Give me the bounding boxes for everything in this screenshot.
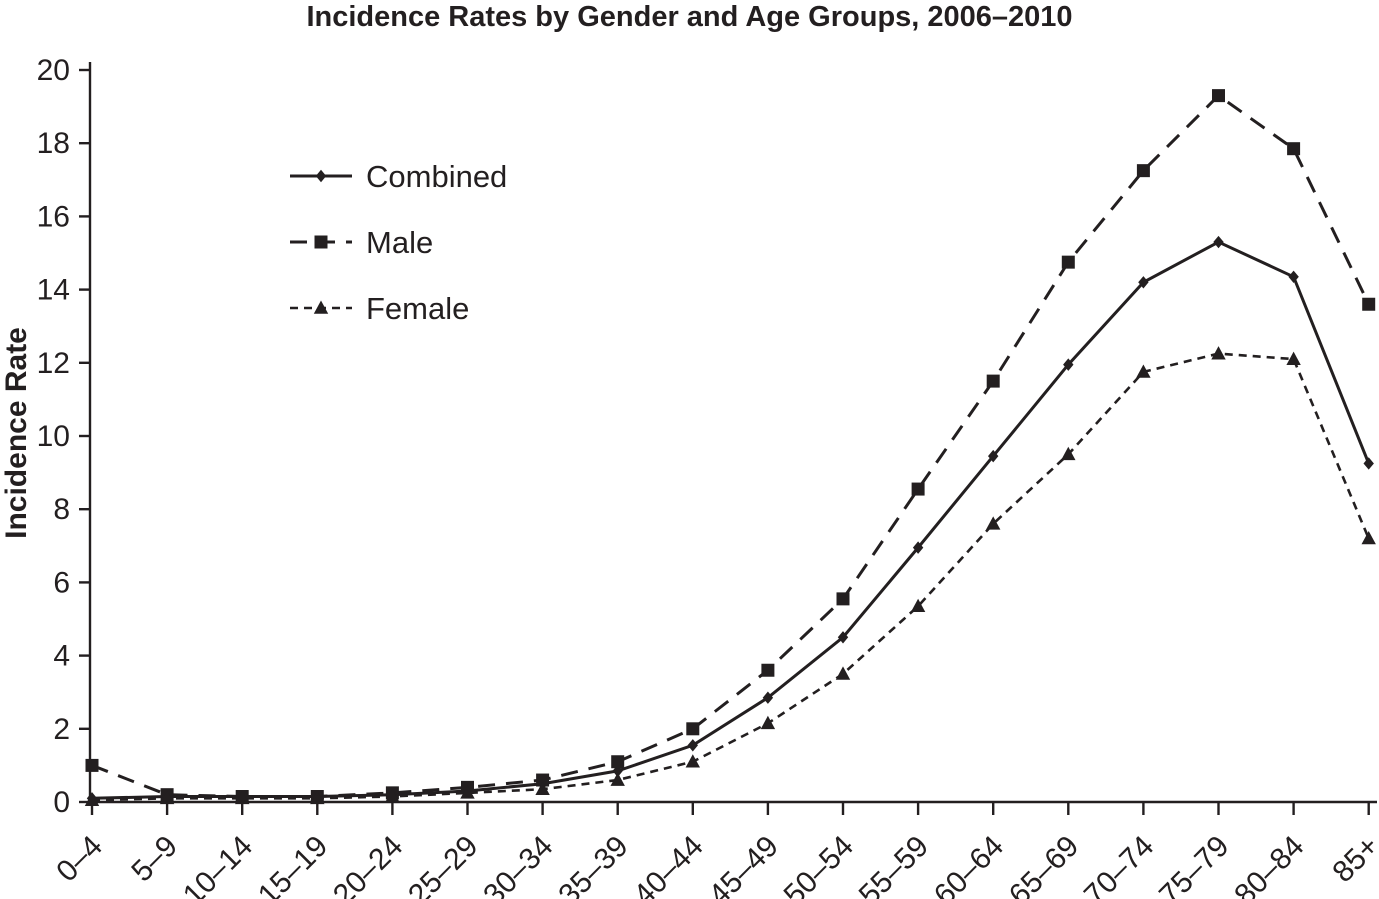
combined-point-11 bbox=[912, 541, 924, 554]
combined-point-7 bbox=[612, 764, 623, 778]
male-point-14 bbox=[1136, 164, 1150, 178]
male-point-12 bbox=[986, 374, 1000, 388]
female-point-1 bbox=[159, 790, 175, 805]
square-marker-icon bbox=[314, 235, 328, 249]
male-point-16 bbox=[1287, 142, 1301, 156]
combined-point-8 bbox=[687, 739, 698, 752]
combined-point-12 bbox=[988, 449, 999, 463]
diamond-marker-icon bbox=[315, 169, 327, 183]
x-tick-label: 85+ bbox=[1326, 830, 1379, 889]
x-axis-ticks: 0–4 5–910–1415–1920–2425–2930–3435–3940–4… bbox=[50, 802, 1379, 899]
female-point-5 bbox=[460, 785, 475, 799]
female-point-13 bbox=[1061, 446, 1076, 461]
x-tick-label: 10–14 bbox=[177, 830, 259, 899]
female-point-7 bbox=[610, 772, 625, 786]
combined-point-15 bbox=[1213, 235, 1224, 249]
female-point-4 bbox=[385, 789, 400, 803]
legend-item-combined: Combined bbox=[290, 159, 507, 194]
combined-point-14 bbox=[1138, 276, 1149, 289]
series-line-male bbox=[91, 93, 1371, 798]
male-point-10 bbox=[836, 592, 850, 606]
y-axis-ticks: 0 2 4 6 8 10 12 14 16 18 20 bbox=[37, 54, 90, 819]
legend-label: Male bbox=[366, 225, 433, 260]
male-point-17 bbox=[1362, 297, 1376, 311]
x-tick-label: 70–74 bbox=[1078, 830, 1160, 899]
x-tick-label: 5–9 bbox=[125, 830, 184, 889]
x-tick-label: 40–44 bbox=[627, 830, 709, 899]
triangle-marker-icon bbox=[313, 300, 329, 314]
legend-item-male: Male bbox=[290, 225, 433, 260]
x-tick-label: 20–24 bbox=[327, 830, 409, 899]
female-point-10 bbox=[835, 666, 851, 680]
x-tick-label: 60–64 bbox=[928, 830, 1010, 899]
female-point-9 bbox=[760, 715, 776, 730]
series-combined bbox=[86, 235, 1374, 805]
male-point-9 bbox=[761, 663, 775, 677]
female-point-8 bbox=[685, 754, 700, 768]
female-point-3 bbox=[310, 790, 325, 805]
male-point-7 bbox=[611, 755, 625, 769]
x-tick-label: 75–79 bbox=[1153, 830, 1235, 899]
male-point-13 bbox=[1061, 255, 1075, 269]
male-point-11 bbox=[911, 482, 925, 496]
series-male bbox=[85, 89, 1376, 804]
legend-label: Combined bbox=[366, 159, 507, 194]
combined-point-9 bbox=[762, 691, 774, 704]
male-point-15 bbox=[1212, 89, 1225, 103]
x-tick-label: 55–59 bbox=[853, 830, 935, 899]
y-tick-label: 20 bbox=[37, 54, 70, 87]
x-tick-label: 50–54 bbox=[778, 830, 860, 899]
male-point-0 bbox=[85, 758, 99, 772]
y-tick-label: 0 bbox=[53, 786, 70, 819]
x-tick-label: 30–34 bbox=[477, 830, 559, 899]
chart-title: Incidence Rates by Gender and Age Groups… bbox=[306, 1, 1073, 33]
y-tick-label: 12 bbox=[37, 347, 70, 380]
legend-item-female: Female bbox=[290, 291, 469, 326]
female-point-12 bbox=[986, 516, 1001, 530]
female-point-0 bbox=[84, 792, 100, 806]
x-tick-label: 80–84 bbox=[1228, 830, 1310, 899]
combined-point-13 bbox=[1063, 358, 1074, 371]
combined-point-17 bbox=[1363, 457, 1374, 470]
x-tick-label: 65–69 bbox=[1003, 830, 1085, 899]
y-tick-label: 2 bbox=[53, 713, 70, 746]
x-tick-label: 0–4 bbox=[50, 830, 109, 889]
series-line-female bbox=[91, 352, 1370, 802]
female-point-15 bbox=[1211, 346, 1226, 360]
y-tick-label: 16 bbox=[37, 200, 70, 233]
series-female bbox=[84, 346, 1376, 806]
y-tick-label: 10 bbox=[37, 420, 70, 453]
y-tick-label: 6 bbox=[53, 566, 70, 599]
female-point-14 bbox=[1136, 364, 1151, 378]
male-point-6 bbox=[536, 773, 550, 787]
male-point-8 bbox=[686, 722, 700, 736]
female-point-16 bbox=[1286, 351, 1301, 365]
y-tick-label: 18 bbox=[37, 127, 70, 160]
female-point-17 bbox=[1361, 530, 1376, 545]
female-point-6 bbox=[535, 781, 550, 795]
female-point-2 bbox=[235, 790, 250, 805]
combined-point-16 bbox=[1288, 270, 1299, 283]
legend: Combined Male Female bbox=[290, 159, 507, 326]
y-tick-label: 14 bbox=[37, 274, 70, 307]
legend-label: Female bbox=[366, 291, 469, 326]
female-point-11 bbox=[910, 598, 926, 612]
x-tick-label: 35–39 bbox=[552, 830, 634, 899]
series-line-combined bbox=[91, 240, 1371, 800]
x-tick-label: 25–29 bbox=[402, 830, 484, 899]
y-tick-label: 4 bbox=[53, 640, 70, 673]
combined-point-10 bbox=[837, 631, 849, 644]
x-tick-label: 15–19 bbox=[252, 830, 334, 899]
y-tick-label: 8 bbox=[53, 493, 70, 526]
x-tick-label: 45–49 bbox=[703, 830, 785, 899]
